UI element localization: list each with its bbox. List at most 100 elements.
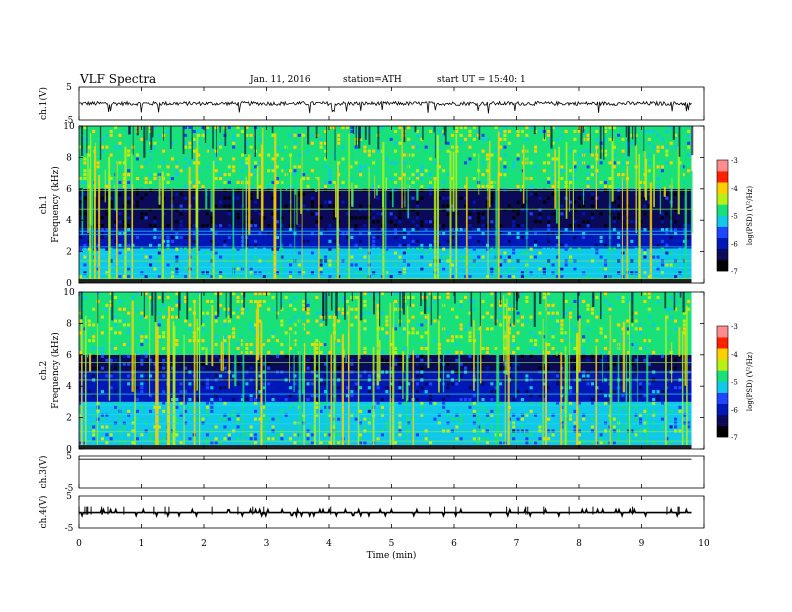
sferic-streak bbox=[108, 306, 111, 401]
x-axis-ch1s bbox=[78, 126, 705, 283]
sferic-streak bbox=[385, 177, 387, 190]
colorbar-segment bbox=[717, 221, 728, 225]
colorbar-segment bbox=[717, 215, 728, 219]
x-tick-label: 1 bbox=[139, 539, 145, 549]
sferic-streak bbox=[289, 332, 290, 383]
colorbar-segment bbox=[717, 204, 728, 208]
sferic-streak bbox=[503, 295, 505, 362]
x-tick-label: 0 bbox=[76, 539, 82, 549]
sferic-streak bbox=[566, 320, 569, 449]
colorbar-segment bbox=[717, 337, 728, 341]
colorbar-segment bbox=[717, 334, 728, 338]
sferic-streak bbox=[382, 142, 385, 283]
sferic-streak bbox=[195, 148, 198, 204]
sferic-streak bbox=[343, 349, 345, 358]
sferic-streak bbox=[260, 322, 263, 449]
y-tick-label: 10 bbox=[63, 288, 75, 298]
x-tick-label: 4 bbox=[326, 539, 332, 549]
sferic-streak bbox=[352, 136, 354, 207]
colorbar-segment bbox=[717, 265, 728, 269]
sferic-streak bbox=[442, 298, 445, 393]
sferic-streak bbox=[368, 166, 370, 283]
sferic-streak bbox=[629, 301, 630, 449]
y-tick-label: 0 bbox=[66, 279, 72, 289]
x-tick-label: 5 bbox=[389, 539, 395, 549]
sferic-streak bbox=[659, 187, 661, 215]
sferic-streak bbox=[81, 181, 84, 235]
sferic-streak bbox=[638, 154, 640, 283]
colorbar-segment bbox=[717, 417, 728, 421]
sferic-streak bbox=[245, 176, 247, 283]
sferic-streak bbox=[89, 168, 92, 283]
sferic-streak bbox=[495, 161, 498, 283]
sferic-streak bbox=[348, 133, 350, 283]
sferic-streak bbox=[348, 305, 350, 449]
y-axis-label: ch.3(V) bbox=[38, 456, 49, 489]
colorbar-segment bbox=[717, 403, 728, 407]
colorbar-segment bbox=[717, 226, 728, 230]
colorbar-segment bbox=[717, 414, 728, 418]
sferic-streak bbox=[345, 308, 347, 364]
sferic-streak bbox=[333, 317, 335, 449]
channel-label: ch.1 bbox=[39, 195, 49, 214]
sferic-streak bbox=[242, 314, 245, 449]
colorbar-segment bbox=[717, 179, 728, 183]
colorbar-segment bbox=[717, 182, 728, 186]
y-tick-label: 5 bbox=[66, 83, 72, 93]
sferic-streak bbox=[303, 352, 305, 449]
sferic-streak bbox=[677, 146, 680, 215]
waveform-ch3V bbox=[78, 455, 705, 489]
y-tick-label: 4 bbox=[66, 382, 72, 392]
y-tick-label: -5 bbox=[65, 524, 74, 534]
colorbar-segment bbox=[717, 246, 728, 250]
sferic-streak bbox=[205, 145, 208, 210]
sferic-streak bbox=[389, 302, 391, 449]
sferic-streak bbox=[301, 132, 303, 283]
sferic-streak bbox=[357, 296, 360, 449]
sferic-streak bbox=[119, 346, 121, 449]
sferic-streak bbox=[188, 167, 191, 283]
colorbar-segment bbox=[717, 328, 728, 332]
colorbar-segment bbox=[717, 406, 728, 410]
sferic-streak bbox=[545, 342, 547, 449]
sferic-streak bbox=[167, 306, 171, 449]
colorbar-segment bbox=[717, 165, 728, 169]
x-axis-label: Time (min) bbox=[367, 550, 417, 561]
y-tick-label: 2 bbox=[66, 414, 72, 424]
y-tick-label: 5 bbox=[66, 492, 72, 502]
colorbar-segment bbox=[717, 409, 728, 413]
sferic-streak bbox=[617, 330, 620, 449]
sferic-streak bbox=[478, 153, 480, 195]
sferic-streak bbox=[85, 315, 87, 449]
sferic-streak bbox=[625, 325, 628, 449]
spectrogram-band bbox=[79, 370, 692, 402]
y-tick-label: -5 bbox=[65, 116, 74, 126]
sferic-streak bbox=[385, 169, 387, 283]
colorbar-segment bbox=[717, 339, 728, 343]
x-tick-label: 9 bbox=[639, 539, 645, 549]
sferic-streak bbox=[686, 305, 688, 449]
sferic-streak bbox=[630, 312, 632, 449]
sferic-streak bbox=[622, 321, 625, 393]
sferic-streak bbox=[515, 331, 517, 398]
spectrogram-ch2 bbox=[78, 291, 729, 450]
colorbar-segment bbox=[717, 168, 728, 172]
y-tick-label: 8 bbox=[66, 319, 72, 329]
sferic-streak bbox=[372, 346, 375, 449]
colorbar-segment bbox=[717, 232, 728, 236]
panel-frame bbox=[78, 455, 705, 489]
sferic-streak bbox=[96, 293, 98, 449]
colorbar-segment bbox=[717, 262, 728, 266]
colorbar-segment bbox=[717, 212, 728, 216]
colorbar-segment bbox=[717, 423, 728, 427]
sferic-streak bbox=[134, 353, 136, 449]
sferic-streak bbox=[131, 300, 134, 392]
sferic-streak bbox=[572, 150, 574, 233]
x-tick-label: 2 bbox=[201, 539, 207, 549]
colorbar-tick-label: -6 bbox=[731, 406, 738, 414]
sferic-streak bbox=[412, 350, 415, 449]
sferic-streak bbox=[255, 309, 258, 399]
sferic-streak bbox=[465, 176, 468, 283]
colorbar-segment bbox=[717, 348, 728, 352]
sferic-streak bbox=[313, 341, 316, 449]
